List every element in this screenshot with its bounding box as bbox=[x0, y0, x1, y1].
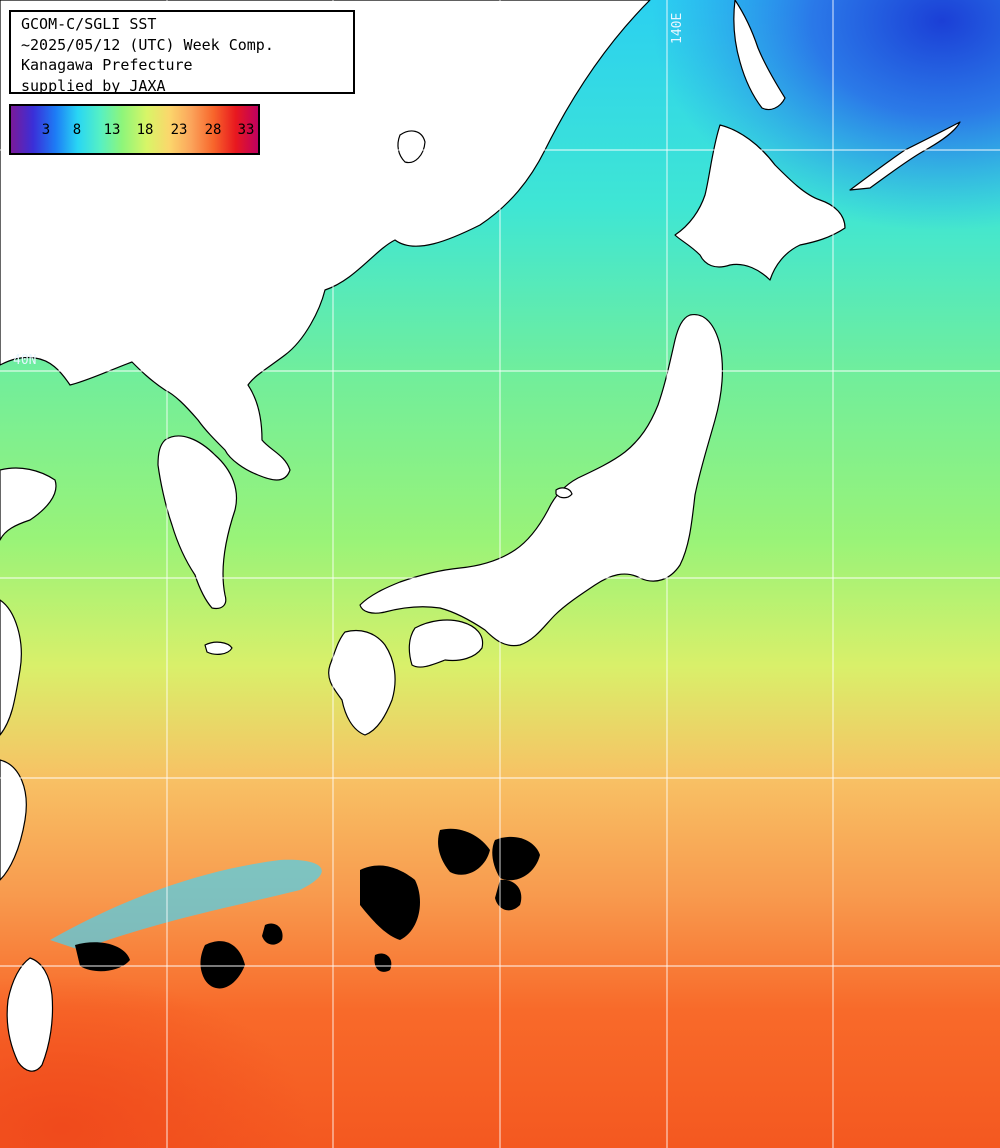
longitude-label-140e: 140E bbox=[670, 12, 685, 44]
land-china-east bbox=[0, 599, 27, 881]
title-line-product: GCOM-C/SGLI SST bbox=[21, 15, 157, 33]
land-kyushu bbox=[328, 629, 396, 736]
land-hokkaido bbox=[674, 124, 846, 281]
land-island-sado bbox=[555, 487, 573, 499]
colorbar-tick-8: 8 bbox=[72, 122, 82, 138]
land-taiwan bbox=[6, 957, 54, 1072]
land-korea bbox=[157, 435, 238, 610]
land-shikoku bbox=[408, 619, 484, 668]
land-honshu bbox=[359, 314, 724, 647]
latitude-label-40n: 40N bbox=[13, 353, 37, 368]
colorbar-tick-33: 33 bbox=[237, 122, 255, 138]
title-line-credit: supplied by JAXA bbox=[21, 76, 166, 95]
title-line-date: ~2025/05/12 (UTC) Week Comp. bbox=[21, 35, 274, 54]
sst-colorbar: 3 8 13 18 23 28 33 bbox=[9, 104, 260, 155]
land-china-coast bbox=[0, 467, 57, 541]
colorbar-tick-13: 13 bbox=[103, 122, 121, 138]
colorbar-tick-18: 18 bbox=[136, 122, 154, 138]
colorbar-tick-28: 28 bbox=[204, 122, 222, 138]
title-line-region: Kanagawa Prefecture bbox=[21, 56, 193, 74]
land-island-jeju bbox=[204, 641, 233, 655]
cool-water-band bbox=[50, 859, 322, 950]
colorbar-tick-23: 23 bbox=[170, 122, 188, 138]
cloud-no-data-patches bbox=[75, 828, 540, 989]
colorbar-tick-3: 3 bbox=[41, 122, 51, 138]
title-box: GCOM-C/SGLI SST ~2025/05/12 (UTC) Week C… bbox=[9, 10, 355, 95]
land-sakhalin bbox=[733, 0, 786, 111]
land-kurils bbox=[849, 121, 961, 191]
